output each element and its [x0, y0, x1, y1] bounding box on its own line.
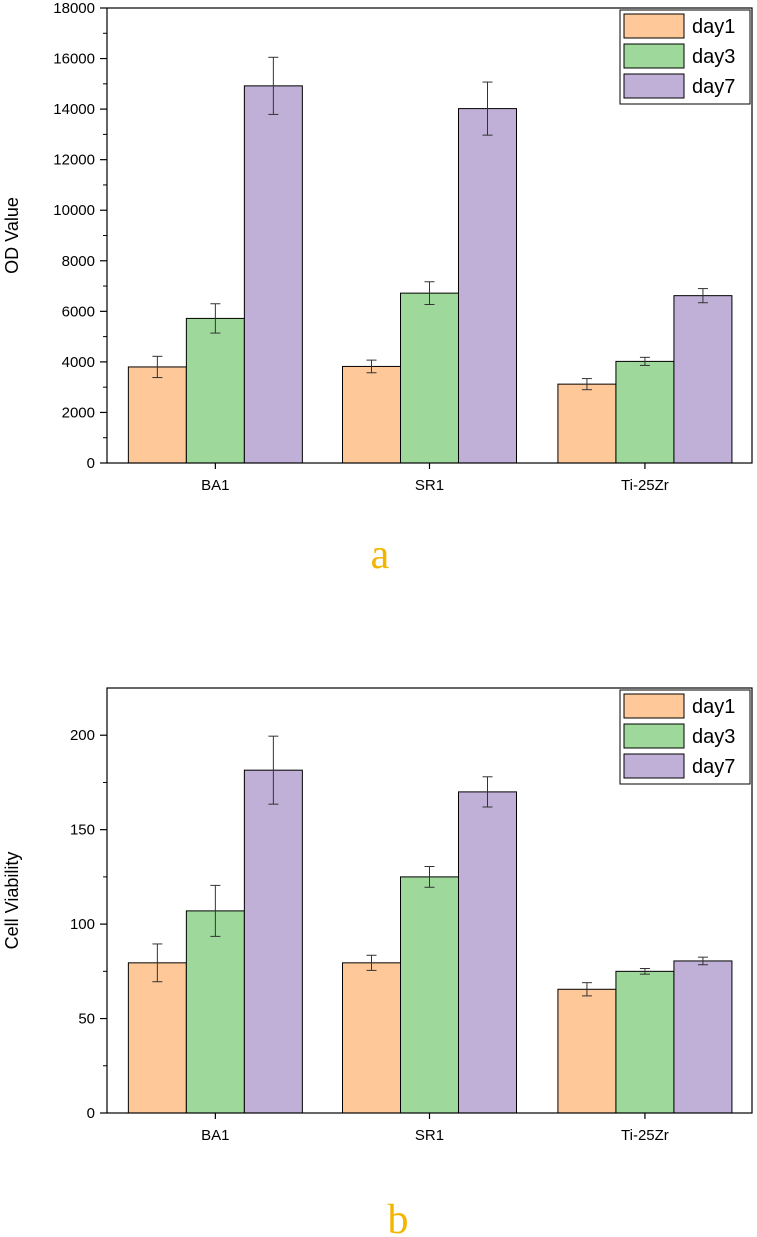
y-tick-label: 0 — [87, 1105, 95, 1122]
error-bar-day3-SR1 — [424, 281, 435, 306]
bar-day1-Ti-25Zr — [557, 383, 617, 464]
error-bar-day3-Ti-25Zr — [639, 968, 650, 975]
legend-swatch-day3 — [623, 723, 685, 749]
y-tick-label: 18000 — [53, 0, 95, 17]
error-bar-day7-SR1 — [482, 776, 493, 808]
y-tick-label: 150 — [70, 822, 95, 839]
y-tick-label: 16000 — [53, 51, 95, 68]
legend-swatch-day7 — [623, 753, 685, 779]
error-bar-day1-BA1 — [152, 355, 163, 379]
bar-day1-SR1 — [342, 365, 401, 464]
y-tick-label: 50 — [78, 1011, 95, 1028]
y-tick-label: 4000 — [62, 354, 95, 371]
x-tick-label-BA1: BA1 — [201, 1127, 229, 1144]
bar-day3-SR1 — [400, 292, 459, 464]
bar-day7-Ti-25Zr — [673, 960, 733, 1114]
error-bar-day7-BA1 — [268, 56, 279, 115]
error-bar-day3-BA1 — [210, 884, 221, 937]
x-tick-label-BA1: BA1 — [201, 477, 229, 494]
error-bar-day7-BA1 — [268, 735, 279, 805]
y-tick-label: 6000 — [62, 303, 95, 320]
bar-day1-BA1 — [127, 366, 187, 464]
chart-panel-b: 0 50 100 150 200 BA1 SR1 Ti-25Zr Cell Viability d… — [2, 687, 753, 1237]
legend-label-day1: day1 — [692, 696, 735, 718]
bar-day1-SR1 — [342, 962, 401, 1114]
bar-day7-SR1 — [458, 108, 517, 464]
panel-label: a — [371, 532, 390, 578]
error-bar-day7-Ti-25Zr — [697, 956, 708, 966]
y-tick-label: 14000 — [53, 101, 95, 118]
bar-day7-BA1 — [243, 769, 303, 1114]
error-bar-day3-BA1 — [210, 303, 221, 334]
error-bar-day1-BA1 — [152, 943, 163, 983]
panel-label: b — [388, 1197, 409, 1237]
bar-day3-SR1 — [400, 876, 459, 1114]
error-bar-day1-Ti-25Zr — [581, 378, 592, 391]
legend-label-day3: day3 — [692, 726, 735, 748]
y-tick-label: 0 — [87, 455, 95, 472]
y-tick-label: 12000 — [53, 152, 95, 169]
y-tick-label: 200 — [70, 727, 95, 744]
error-bar-day7-Ti-25Zr — [697, 288, 708, 304]
legend-label-day7: day7 — [692, 756, 735, 778]
legend-swatch-day7 — [623, 73, 685, 99]
legend-swatch-day3 — [623, 43, 685, 69]
error-bar-day3-SR1 — [424, 866, 435, 888]
x-tick-label-Ti-25Zr: Ti-25Zr — [621, 477, 669, 494]
chart-panel-a: 0 2000 4000 6000 8000 10000 12000 14000 16000 180… — [2, 0, 753, 578]
y-tick-label: 10000 — [53, 202, 95, 219]
error-bar-day3-Ti-25Zr — [639, 356, 650, 366]
bar-day3-BA1 — [185, 317, 245, 464]
x-tick-label-Ti-25Zr: Ti-25Zr — [621, 1127, 669, 1144]
error-bar-day1-SR1 — [366, 359, 377, 374]
legend: day1 day3 day7 — [619, 689, 751, 785]
legend-swatch-day1 — [623, 693, 685, 719]
bar-day7-Ti-25Zr — [673, 295, 733, 464]
y-axis-title: OD Value — [2, 197, 22, 274]
error-bar-day1-Ti-25Zr — [581, 982, 592, 997]
bar-day7-SR1 — [458, 791, 517, 1114]
bar-day7-BA1 — [243, 85, 303, 464]
error-bar-day1-SR1 — [366, 954, 377, 971]
y-tick-label: 2000 — [62, 404, 95, 421]
legend-label-day7: day7 — [692, 76, 735, 98]
bar-day3-Ti-25Zr — [615, 970, 675, 1114]
bar-day3-BA1 — [185, 910, 245, 1114]
bar-day3-Ti-25Zr — [615, 360, 675, 464]
y-axis-title: Cell Viability — [2, 852, 22, 950]
legend-label-day3: day3 — [692, 46, 735, 68]
legend: day1 day3 day7 — [619, 9, 751, 105]
bar-day1-BA1 — [127, 962, 187, 1114]
y-tick-label: 8000 — [62, 253, 95, 270]
legend-swatch-day1 — [623, 13, 685, 39]
y-tick-label: 100 — [70, 916, 95, 933]
legend-label-day1: day1 — [692, 16, 735, 38]
bar-day1-Ti-25Zr — [557, 988, 617, 1114]
x-tick-label-SR1: SR1 — [415, 1127, 444, 1144]
error-bar-day7-SR1 — [482, 81, 493, 136]
x-tick-label-SR1: SR1 — [415, 477, 444, 494]
